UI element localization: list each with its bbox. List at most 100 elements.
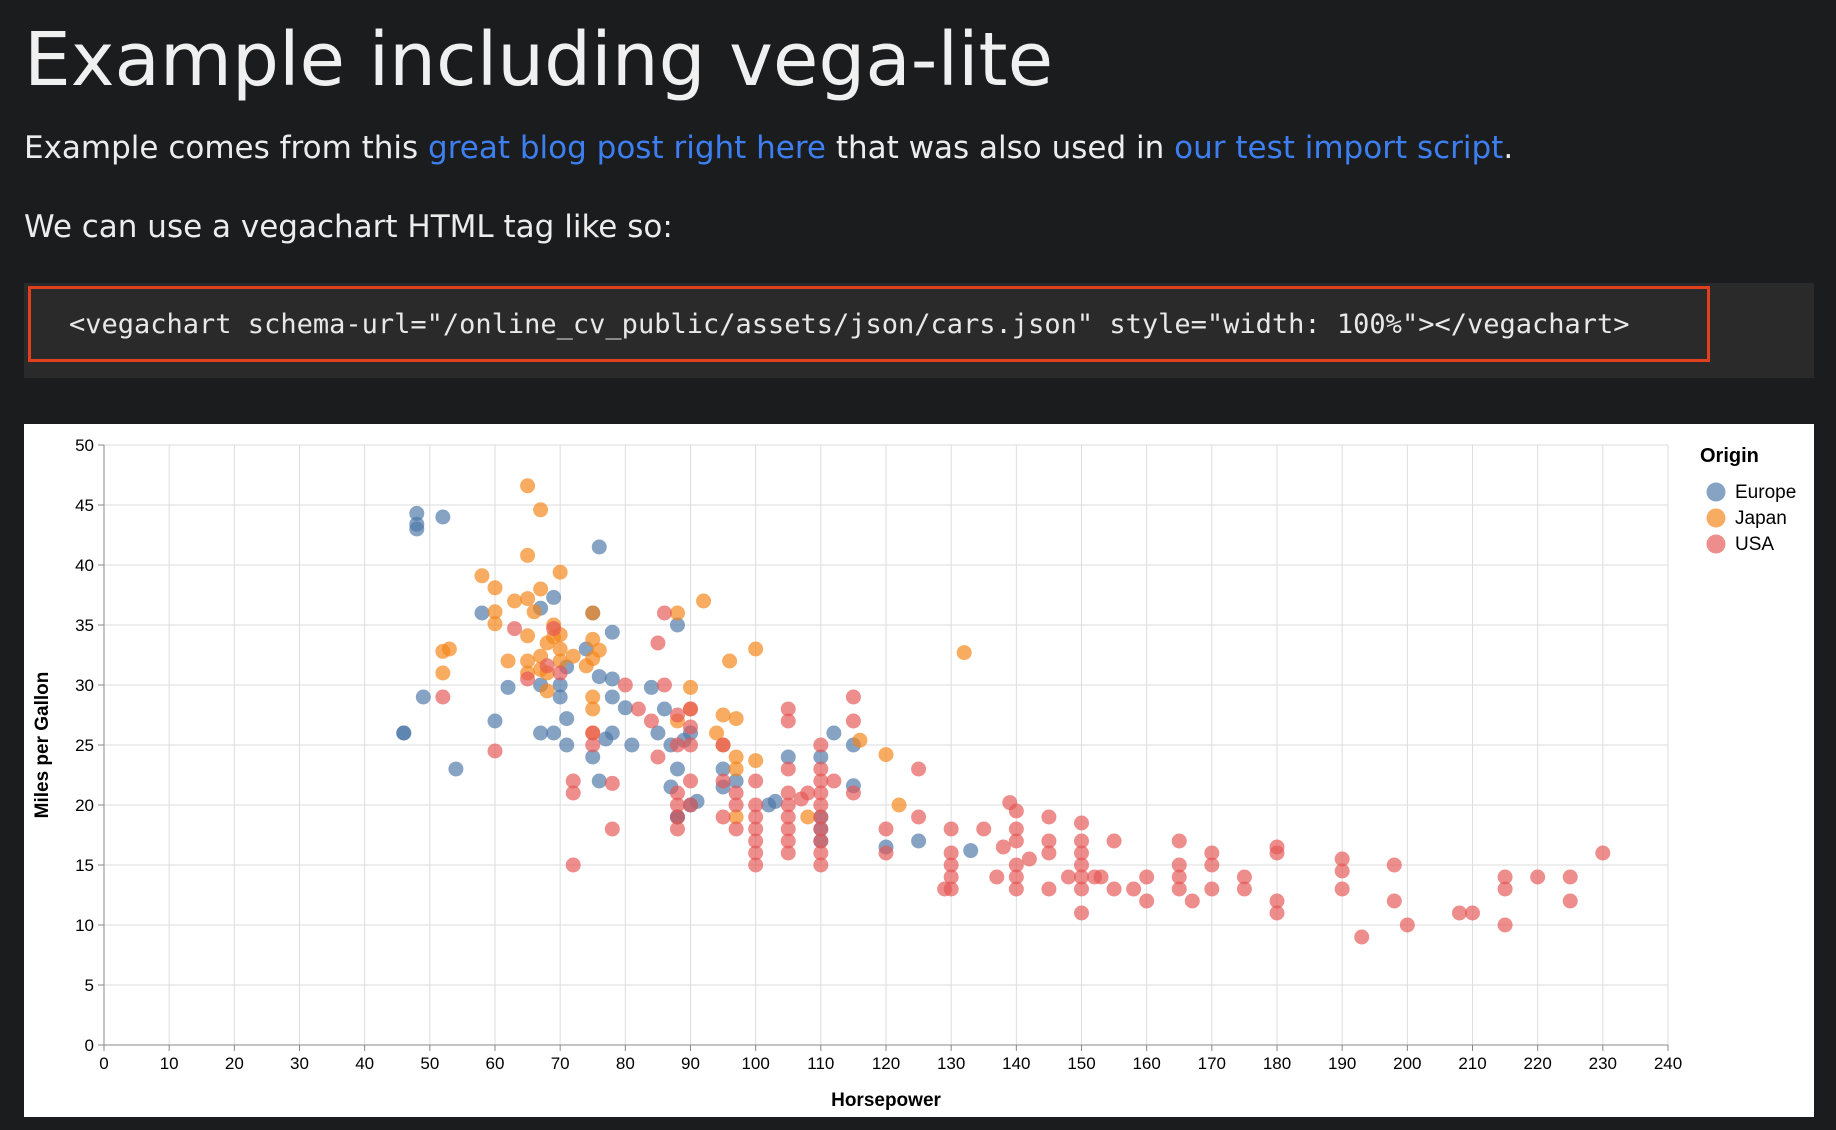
data-point-usa [1008, 869, 1024, 885]
data-point-usa [715, 773, 731, 789]
y-tick-label: 40 [75, 556, 94, 575]
data-point-usa [1334, 851, 1350, 867]
test-import-script-link[interactable]: our test import script [1174, 130, 1504, 166]
data-point-usa [813, 833, 829, 849]
data-point-usa [1171, 833, 1187, 849]
data-point-japan [956, 645, 972, 661]
data-point-europe [585, 749, 601, 765]
x-tick-label: 20 [225, 1054, 244, 1073]
data-point-japan [500, 653, 516, 669]
data-point-usa [813, 773, 829, 789]
data-point-europe [669, 617, 685, 633]
data-point-japan [852, 732, 868, 748]
data-point-usa [1060, 869, 1076, 885]
y-tick-label: 30 [75, 676, 94, 695]
data-point-usa [878, 821, 894, 837]
data-point-usa [1139, 893, 1155, 909]
data-point-europe [656, 701, 672, 717]
data-point-usa [565, 785, 581, 801]
data-point-usa [669, 737, 685, 753]
y-axis-title: Miles per Gallon [32, 672, 53, 819]
data-point-usa [813, 797, 829, 813]
data-point-japan [878, 747, 894, 763]
x-tick-label: 10 [160, 1054, 179, 1073]
data-point-europe [591, 539, 607, 555]
data-point-usa [1008, 881, 1024, 897]
intro-middle-text: that was also used in [826, 130, 1175, 166]
intro-suffix-text: . [1503, 130, 1514, 166]
data-point-usa [845, 713, 861, 729]
intro-paragraph: Example comes from this great blog post … [24, 128, 1513, 168]
data-point-usa [1334, 881, 1350, 897]
data-point-usa [604, 775, 620, 791]
data-point-usa [1041, 809, 1057, 825]
data-point-usa [813, 785, 829, 801]
x-tick-label: 50 [420, 1054, 439, 1073]
data-point-japan [585, 631, 601, 647]
data-point-usa [1074, 845, 1089, 861]
data-point-europe [546, 589, 562, 605]
data-point-europe [604, 725, 620, 741]
legend-title: Origin [1700, 445, 1759, 467]
data-point-usa [1074, 905, 1089, 921]
data-point-usa [487, 743, 503, 759]
data-point-europe [559, 711, 575, 727]
data-point-usa [748, 833, 764, 849]
data-point-europe [396, 725, 412, 741]
data-point-japan [683, 679, 698, 695]
data-point-usa [1497, 869, 1513, 885]
data-point-japan [526, 604, 542, 620]
data-point-japan [441, 641, 457, 657]
data-point-japan [507, 593, 523, 609]
data-point-usa [748, 797, 764, 813]
data-point-usa [1334, 863, 1350, 879]
data-point-usa [780, 797, 796, 813]
data-point-usa [1171, 881, 1187, 897]
data-point-europe [435, 509, 451, 525]
data-point-japan [715, 707, 731, 723]
data-point-usa [507, 621, 523, 637]
data-point-usa [1562, 869, 1578, 885]
data-point-japan [709, 725, 725, 741]
blog-post-link[interactable]: great blog post right here [428, 130, 827, 166]
data-point-usa [520, 671, 536, 687]
x-tick-label: 0 [99, 1054, 108, 1073]
data-point-usa [995, 839, 1011, 855]
intro-text: Example comes from this [24, 130, 429, 166]
x-tick-label: 100 [741, 1054, 769, 1073]
x-tick-label: 110 [807, 1054, 834, 1073]
data-point-europe [604, 671, 620, 687]
data-point-europe [813, 749, 829, 765]
data-point-usa [976, 821, 992, 837]
data-point-europe [533, 725, 549, 741]
data-point-europe [826, 725, 842, 741]
data-point-japan [487, 616, 503, 632]
data-point-usa [813, 809, 829, 825]
data-point-europe [409, 516, 425, 532]
data-point-usa [565, 773, 581, 789]
data-point-usa [630, 701, 646, 717]
data-point-europe [448, 761, 464, 777]
data-point-europe [591, 669, 607, 685]
x-tick-label: 190 [1328, 1054, 1356, 1073]
data-point-usa [1497, 917, 1513, 933]
data-point-usa [669, 797, 685, 813]
data-point-usa [552, 665, 568, 681]
data-point-usa [585, 725, 601, 741]
data-point-japan [748, 641, 764, 657]
data-point-usa [1021, 851, 1037, 867]
data-point-japan [539, 683, 555, 699]
data-point-europe [552, 677, 568, 693]
data-point-europe [409, 505, 425, 521]
data-point-usa [780, 809, 796, 825]
code-block: <vegachart schema-url="/online_cv_public… [24, 283, 1814, 378]
data-point-usa [943, 821, 959, 837]
scatter-chart: 0 10 20 30 40 50 60 70 80 90 100 110 120 130 140 150 160… [32, 436, 1796, 1111]
data-point-usa [1106, 833, 1122, 849]
data-point-usa [1184, 893, 1200, 909]
x-axis-title: Horsepower [831, 1090, 941, 1111]
data-point-japan [533, 502, 549, 518]
data-point-usa [1041, 833, 1057, 849]
data-point-usa [643, 713, 659, 729]
data-point-usa [1269, 905, 1285, 921]
